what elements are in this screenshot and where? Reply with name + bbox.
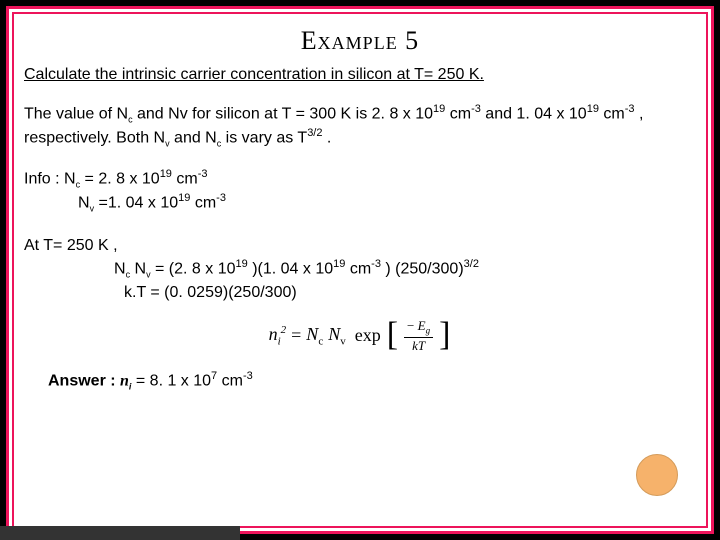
info-line-1: Info : Nc = 2. 8 x 1019 cm-3 [24,167,696,191]
sup-m3: -3 [471,103,481,115]
text: N [306,324,318,344]
sup-19: 19 [433,103,445,115]
sub-i: i [278,335,281,347]
info-line-2: Nv =1. 04 x 1019 cm-3 [24,191,696,215]
sup-19: 19 [178,192,190,204]
text: )(1. 04 x 10 [248,260,333,277]
sup-32: 3/2 [464,258,479,270]
sup-m3: -3 [198,168,208,180]
text: = 2. 8 x 10 [80,171,160,188]
answer-label: Answer : [48,373,120,390]
problem-prompt: Calculate the intrinsic carrier concentr… [24,66,696,84]
sup-19: 19 [236,258,248,270]
sup-19: 19 [587,103,599,115]
footer-bar [0,526,240,540]
text: and N [170,129,217,146]
fraction-denominator: kT [409,338,428,353]
sup-m3: -3 [625,103,635,115]
equation: ni2 = NcNv exp [ − Eg kT ] [24,318,696,352]
text: N [78,195,90,212]
text: cm [445,105,471,122]
text: is vary as T [221,129,307,146]
bracket-right-icon: ] [438,318,451,352]
text: N [130,260,146,277]
text: cm [345,260,371,277]
eq-nv: Nv [328,324,346,348]
text: The value of N [24,105,128,122]
sup-32: 3/2 [307,127,322,139]
text: cm [217,373,243,390]
eq-exp: exp [351,325,381,346]
sub-g: g [426,325,431,335]
sup-m3: -3 [216,192,226,204]
eq-equals: = [291,325,301,346]
given-paragraph: The value of Nc and Nv for silicon at T … [24,102,696,149]
eq-fraction: − Eg kT [404,319,433,353]
fraction-numerator: − Eg [404,319,433,338]
calc-line-3: k.T = (0. 0259)(250/300) [24,281,696,304]
eq-lhs: ni2 [269,324,287,348]
eq-nc: Nc [306,324,323,348]
text: − [407,318,418,333]
text: cm [599,105,625,122]
text: =1. 04 x 10 [94,195,178,212]
sup-m3: -3 [371,258,381,270]
text: N [114,260,126,277]
sup-19: 19 [333,258,345,270]
text: N [328,324,340,344]
sub-c: c [318,335,323,347]
text: and Nv for silicon at T = 300 K is 2. 8 … [133,105,433,122]
text: E [418,318,426,333]
text: kT [412,338,425,353]
answer-line: Answer : ni = 8. 1 x 107 cm-3 [24,370,696,392]
sub-v: v [340,335,346,347]
text: = 8. 1 x 10 [131,373,211,390]
sup-m3: -3 [243,370,253,382]
page-title: Example 5 [24,26,696,56]
text: and 1. 04 x 10 [481,105,587,122]
text: cm [190,195,216,212]
sup-2: 2 [281,324,287,336]
calc-line-1: At T= 250 K , [24,234,696,257]
text: n [269,324,278,344]
text: cm [172,171,198,188]
calc-block: At T= 250 K , Nc Nv = (2. 8 x 1019 )(1. … [24,234,696,305]
info-block: Info : Nc = 2. 8 x 1019 cm-3 Nv =1. 04 x… [24,167,696,215]
decorative-circle-icon [636,454,678,496]
calc-line-2: Nc Nv = (2. 8 x 1019 )(1. 04 x 1019 cm-3… [24,257,696,282]
text: n [120,373,129,390]
text: . [322,129,331,146]
text: ) (250/300) [381,260,464,277]
sup-19: 19 [160,168,172,180]
text: Info : N [24,171,76,188]
bracket-left-icon: [ [386,318,399,352]
text: = (2. 8 x 10 [151,260,236,277]
